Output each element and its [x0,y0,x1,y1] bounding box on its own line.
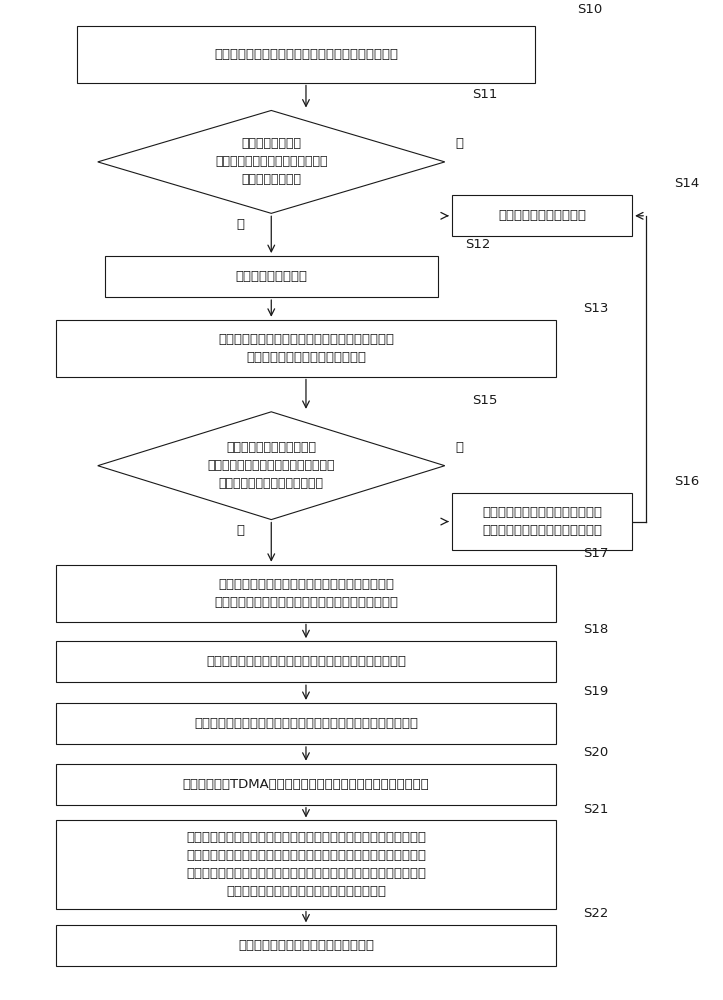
FancyBboxPatch shape [452,493,632,550]
Text: S21: S21 [583,803,609,816]
Text: 是: 是 [236,218,244,231]
Text: 当到达所述同步采集预设开始时间时，网关将所述
同步采集预设开始时间作为同步采集开始的物理时间: 当到达所述同步采集预设开始时间时，网关将所述 同步采集预设开始时间作为同步采集开… [214,578,398,609]
Polygon shape [98,412,445,520]
Text: 否: 否 [455,137,463,150]
FancyBboxPatch shape [56,764,556,805]
Text: S22: S22 [583,907,609,920]
Text: S11: S11 [473,88,498,101]
Text: 各节点清零本地时间后，通过中断方式触发开始数据采集: 各节点清零本地时间后，通过中断方式触发开始数据采集 [206,655,406,668]
FancyBboxPatch shape [56,703,556,744]
FancyBboxPatch shape [56,565,556,622]
Text: 节点切换数据收发信道至时间同步信道: 节点切换数据收发信道至时间同步信道 [238,939,374,952]
Text: 否: 否 [455,441,463,454]
Text: S17: S17 [583,547,609,560]
Text: 节点在各自的TDMA发送时隙通过数据收发信道发送数据包至网关: 节点在各自的TDMA发送时隙通过数据收发信道发送数据包至网关 [183,778,429,791]
Text: 网关向节点周期性发送具有发送时间戳的时间同步包: 网关向节点周期性发送具有发送时间戳的时间同步包 [214,48,398,61]
FancyBboxPatch shape [56,925,556,966]
Polygon shape [98,110,445,213]
Text: S20: S20 [583,746,609,759]
FancyBboxPatch shape [56,641,556,682]
Text: 通过状态转换判断
节点在时间同步信道是否收到网关
发送的时间同步包: 通过状态转换判断 节点在时间同步信道是否收到网关 发送的时间同步包 [215,137,328,186]
Text: S16: S16 [674,475,699,488]
Text: 在数据收发信道将采集的数据包中打入相对时间戳和数据包序号: 在数据收发信道将采集的数据包中打入相对时间戳和数据包序号 [194,717,418,730]
Text: S19: S19 [583,685,609,698]
Text: S15: S15 [473,394,498,407]
Text: 节点根据发送时间戳和接收时间戳计算时间偏差，
进而调整本地时间，完成时间同步: 节点根据发送时间戳和接收时间戳计算时间偏差， 进而调整本地时间，完成时间同步 [218,333,394,364]
FancyBboxPatch shape [452,195,632,236]
FancyBboxPatch shape [56,820,556,909]
Text: 网关在数据收发信道接收所述节点发送的数据包，根据相对时间戳和
数据包序号对每个节点的相对时间作柔性优化，排列好节点内的数据
包先后，对齐节点间的数据包，再将相对: 网关在数据收发信道接收所述节点发送的数据包，根据相对时间戳和 数据包序号对每个节… [186,831,426,898]
FancyBboxPatch shape [105,256,438,297]
Text: 节点记录接收时间戳: 节点记录接收时间戳 [235,270,307,283]
Text: 判断节点是否收到网关广播
发送的预同步采集命令，所述预同步集
命令包含同步采集预设开始时间: 判断节点是否收到网关广播 发送的预同步采集命令，所述预同步集 命令包含同步采集预… [208,441,335,490]
Text: S14: S14 [674,177,699,190]
Text: S18: S18 [583,623,609,636]
FancyBboxPatch shape [77,26,535,83]
Text: S10: S10 [577,3,602,16]
FancyBboxPatch shape [56,320,556,377]
Text: 节点切换到数据收发信道: 节点切换到数据收发信道 [498,209,586,222]
Text: S13: S13 [583,302,609,315]
Text: 各节点进入休眠状态，并周期性醒
来在时间同步信道接收时间同步包: 各节点进入休眠状态，并周期性醒 来在时间同步信道接收时间同步包 [482,506,602,537]
Text: S12: S12 [466,238,491,251]
Text: 是: 是 [236,524,244,537]
